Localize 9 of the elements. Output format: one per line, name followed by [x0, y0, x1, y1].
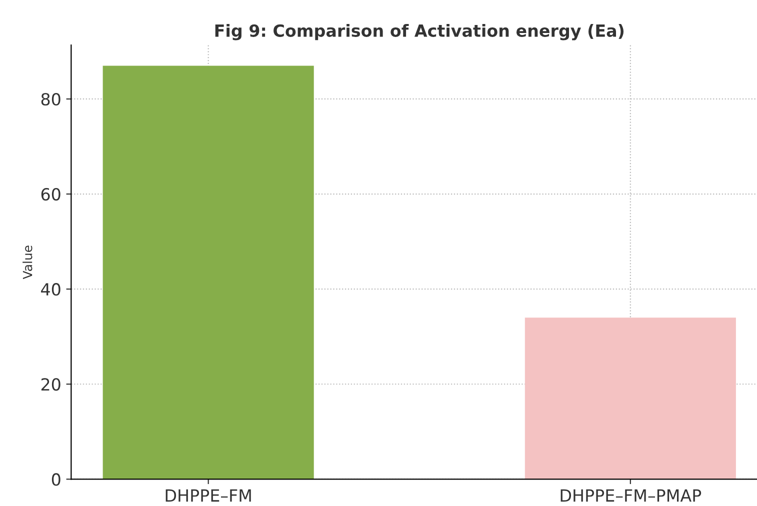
y-tick-label: 60 — [41, 188, 60, 201]
y-tick-label: 40 — [41, 283, 60, 296]
chart-title: Fig 9: Comparison of Activation energy (Ea) — [215, 24, 624, 40]
y-tick-label: 0 — [52, 473, 60, 486]
x-tick-label: DHPPE–FM–PMAP — [560, 489, 702, 502]
y-tick-label: 20 — [41, 378, 60, 391]
x-tick-label: DHPPE–FM — [166, 489, 251, 502]
y-tick-label: 80 — [41, 92, 60, 106]
y-axis-title: Value — [22, 246, 32, 280]
